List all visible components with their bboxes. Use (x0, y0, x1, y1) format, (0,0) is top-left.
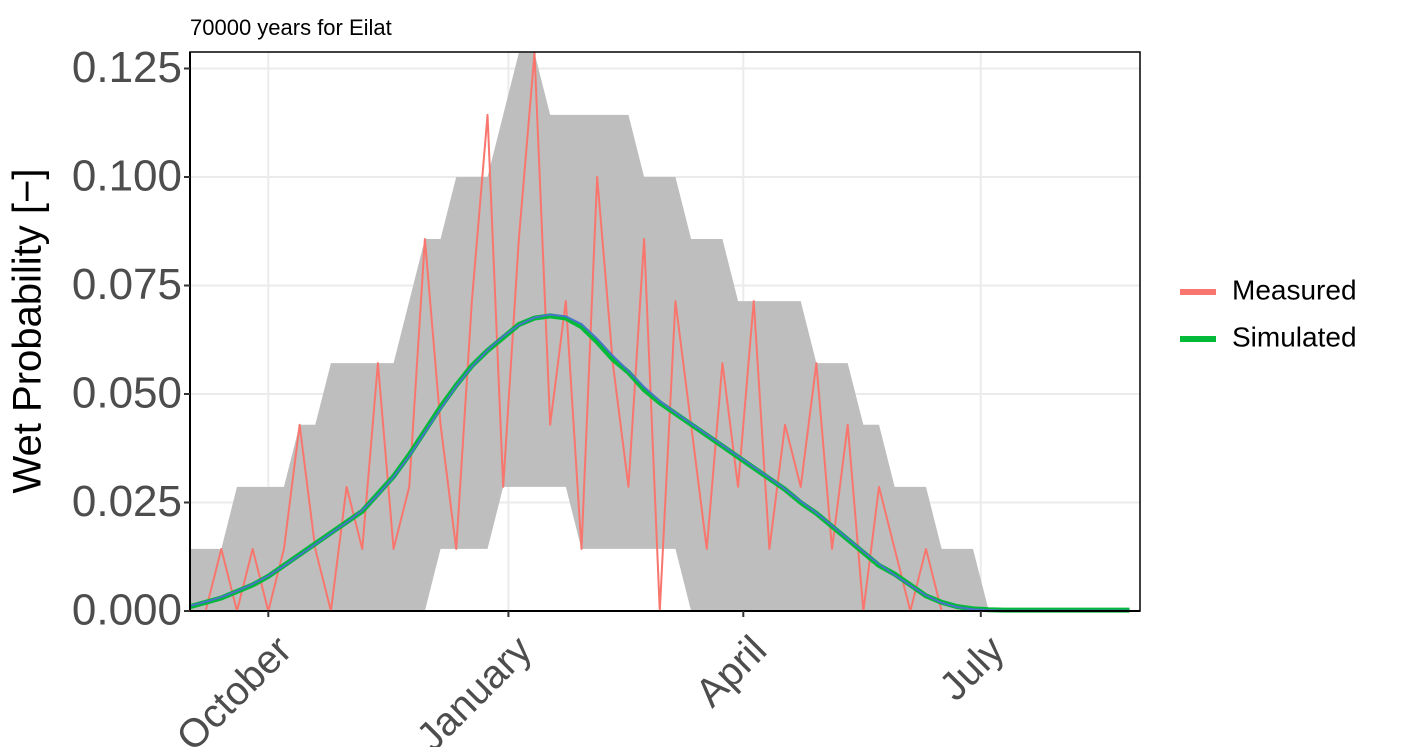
fit-line (189, 313, 1130, 612)
band-area (190, 52, 1130, 611)
chart-title: 70000 years for Eilat (190, 15, 392, 40)
y-tick-label: 0.075 (72, 260, 182, 309)
y-tick-label: 0.125 (72, 43, 182, 92)
y-tick-label: 0.050 (72, 369, 182, 418)
y-tick-label: 0.100 (72, 152, 182, 201)
y-tick-label: 0.025 (72, 477, 182, 526)
legend-label: Measured (1232, 274, 1357, 305)
legend-label: Simulated (1232, 321, 1357, 352)
y-tick-label: 0.000 (72, 586, 182, 635)
y-axis-label: Wet Probability [−] (6, 169, 50, 494)
